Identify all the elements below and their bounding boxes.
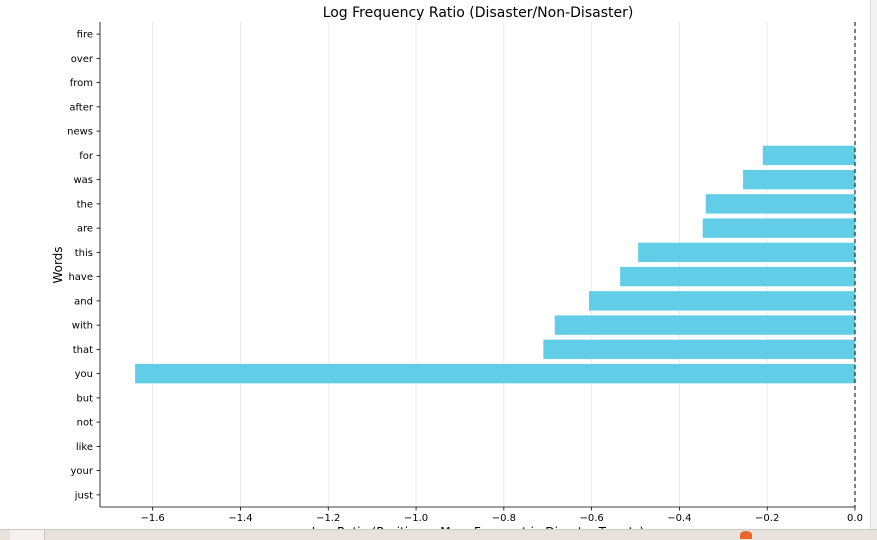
y-tick-label: with <box>72 321 93 332</box>
taskbar-tab[interactable] <box>10 530 45 540</box>
y-tick-label: fire <box>77 30 93 41</box>
x-tick-label: −0.8 <box>492 513 516 524</box>
notification-icon[interactable] <box>740 531 752 539</box>
y-tick-label: just <box>74 490 93 501</box>
y-tick-label: the <box>77 199 93 210</box>
y-tick-label: from <box>70 78 93 89</box>
y-tick-label: you <box>75 369 93 380</box>
bar-was <box>743 169 855 190</box>
x-tick-label: −1.6 <box>141 513 165 524</box>
bar-the <box>705 194 855 214</box>
y-tick-label: for <box>79 151 94 162</box>
y-tick-label: your <box>71 466 94 477</box>
y-tick-label: was <box>73 175 93 186</box>
y-tick-label: have <box>68 272 93 283</box>
bar-and <box>588 291 855 311</box>
x-tick-label: −1.4 <box>228 513 252 524</box>
y-tick-label: after <box>69 102 94 113</box>
window-edge <box>870 0 877 529</box>
bar-have <box>620 266 855 287</box>
bar-are <box>702 218 855 238</box>
y-tick-label: not <box>77 418 93 429</box>
bar-you <box>135 363 855 384</box>
x-tick-label: −0.2 <box>755 513 779 524</box>
x-tick-label: −1.0 <box>404 513 428 524</box>
y-tick-label: are <box>77 224 93 235</box>
y-tick-label: and <box>74 296 93 307</box>
ticks: fire over from after news for was the are this hav… <box>67 30 863 524</box>
x-tick-label: −0.4 <box>667 513 691 524</box>
y-tick-label: news <box>67 127 93 138</box>
y-tick-label: over <box>71 54 94 65</box>
bar-that <box>543 339 855 360</box>
axes <box>99 22 856 508</box>
y-tick-label: that <box>73 345 93 356</box>
bar-for <box>762 145 855 166</box>
x-tick-label: −0.6 <box>579 513 603 524</box>
bar-this <box>638 242 855 263</box>
y-tick-label: but <box>76 393 93 404</box>
x-tick-label: −1.2 <box>316 513 340 524</box>
y-axis-label: Words <box>51 246 65 283</box>
bar-with <box>554 315 855 335</box>
chart-title: Log Frequency Ratio (Disaster/Non-Disast… <box>323 5 634 21</box>
taskbar <box>0 529 877 540</box>
y-tick-label: like <box>76 442 93 453</box>
y-tick-label: this <box>75 248 93 259</box>
grid-lines <box>152 22 856 507</box>
x-tick-label: 0.0 <box>847 513 863 524</box>
bars <box>135 145 855 384</box>
